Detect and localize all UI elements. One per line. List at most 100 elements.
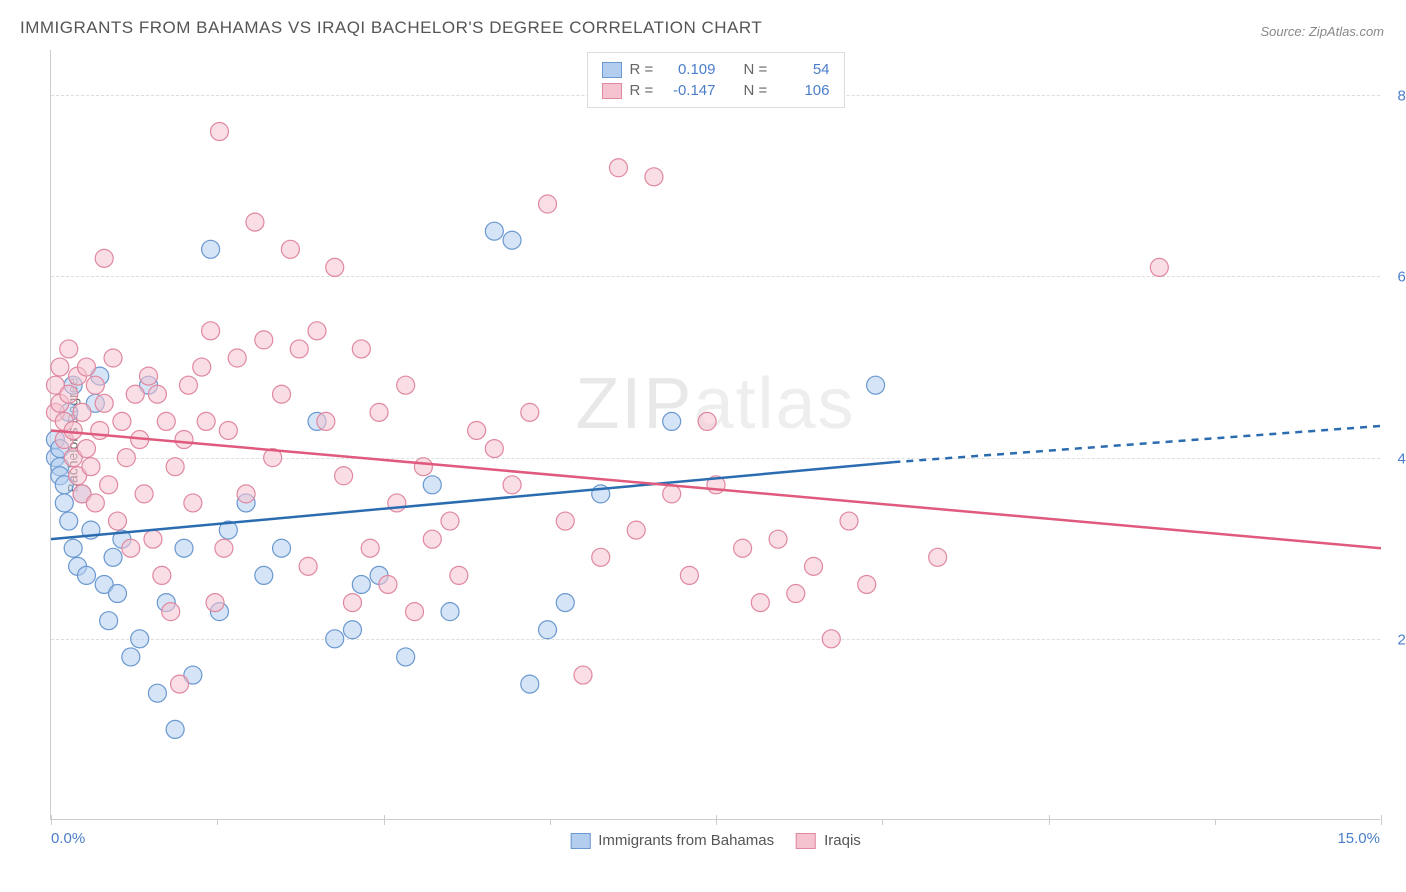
data-point bbox=[423, 476, 441, 494]
x-tick-max: 15.0% bbox=[1337, 830, 1380, 847]
data-point bbox=[206, 594, 224, 612]
data-point bbox=[441, 603, 459, 621]
data-point bbox=[698, 412, 716, 430]
chart-title: IMMIGRANTS FROM BAHAMAS VS IRAQI BACHELO… bbox=[20, 18, 762, 38]
data-point bbox=[122, 539, 140, 557]
x-tick-mark bbox=[1215, 819, 1216, 825]
data-point bbox=[60, 512, 78, 530]
legend-item-iraqis: Iraqis bbox=[796, 832, 861, 849]
data-point bbox=[237, 485, 255, 503]
data-point bbox=[148, 684, 166, 702]
data-point bbox=[100, 612, 118, 630]
data-point bbox=[126, 385, 144, 403]
data-point bbox=[734, 539, 752, 557]
data-point bbox=[197, 412, 215, 430]
legend-swatch-bahamas bbox=[602, 62, 622, 78]
data-point bbox=[157, 412, 175, 430]
legend-swatch-bahamas bbox=[570, 833, 590, 849]
data-point bbox=[1150, 258, 1168, 276]
legend-stats-row-bahamas: R = 0.109 N = 54 bbox=[602, 59, 830, 80]
data-point bbox=[352, 340, 370, 358]
x-tick-mark bbox=[1381, 815, 1382, 825]
x-tick-mark bbox=[882, 819, 883, 825]
x-tick-mark bbox=[217, 819, 218, 825]
data-point bbox=[352, 575, 370, 593]
y-tick-label: 60.0% bbox=[1397, 269, 1406, 286]
data-point bbox=[95, 249, 113, 267]
data-point bbox=[255, 566, 273, 584]
data-point bbox=[281, 240, 299, 258]
data-point bbox=[55, 494, 73, 512]
data-point bbox=[361, 539, 379, 557]
data-point bbox=[468, 421, 486, 439]
data-point bbox=[787, 585, 805, 603]
data-point bbox=[343, 621, 361, 639]
data-point bbox=[273, 539, 291, 557]
data-point bbox=[370, 403, 388, 421]
data-point bbox=[521, 403, 539, 421]
data-point bbox=[215, 539, 233, 557]
data-point bbox=[86, 376, 104, 394]
x-tick-mark bbox=[550, 819, 551, 825]
x-tick-min: 0.0% bbox=[51, 830, 85, 847]
data-point bbox=[663, 412, 681, 430]
data-point bbox=[228, 349, 246, 367]
data-point bbox=[539, 195, 557, 213]
data-point bbox=[574, 666, 592, 684]
data-point bbox=[663, 485, 681, 503]
data-point bbox=[343, 594, 361, 612]
legend-series: Immigrants from Bahamas Iraqis bbox=[570, 832, 861, 849]
legend-item-bahamas: Immigrants from Bahamas bbox=[570, 832, 774, 849]
data-point bbox=[153, 566, 171, 584]
data-point bbox=[140, 367, 158, 385]
data-point bbox=[60, 385, 78, 403]
data-point bbox=[556, 594, 574, 612]
data-point bbox=[867, 376, 885, 394]
data-point bbox=[317, 412, 335, 430]
r-label: R = bbox=[630, 82, 658, 99]
data-point bbox=[627, 521, 645, 539]
y-tick-label: 80.0% bbox=[1397, 88, 1406, 105]
data-point bbox=[51, 358, 69, 376]
data-point bbox=[122, 648, 140, 666]
data-point bbox=[397, 648, 415, 666]
data-point bbox=[441, 512, 459, 530]
data-point bbox=[91, 421, 109, 439]
data-point bbox=[113, 412, 131, 430]
data-point bbox=[109, 585, 127, 603]
data-point bbox=[397, 376, 415, 394]
data-point bbox=[299, 557, 317, 575]
source-credit: Source: ZipAtlas.com bbox=[1260, 24, 1384, 39]
data-point bbox=[219, 421, 237, 439]
data-point bbox=[273, 385, 291, 403]
data-point bbox=[210, 123, 228, 141]
r-value-iraqis: -0.147 bbox=[666, 82, 716, 99]
n-label: N = bbox=[744, 82, 772, 99]
data-point bbox=[117, 449, 135, 467]
data-point bbox=[556, 512, 574, 530]
data-point bbox=[95, 394, 113, 412]
data-point bbox=[73, 403, 91, 421]
legend-swatch-iraqis bbox=[602, 83, 622, 99]
data-point bbox=[246, 213, 264, 231]
data-point bbox=[109, 512, 127, 530]
data-point bbox=[485, 222, 503, 240]
data-point bbox=[166, 458, 184, 476]
data-point bbox=[100, 476, 118, 494]
n-value-bahamas: 54 bbox=[780, 61, 830, 78]
data-point bbox=[175, 431, 193, 449]
data-point bbox=[423, 530, 441, 548]
r-value-bahamas: 0.109 bbox=[666, 61, 716, 78]
data-point bbox=[503, 231, 521, 249]
data-point bbox=[609, 159, 627, 177]
data-point bbox=[202, 240, 220, 258]
data-point bbox=[175, 539, 193, 557]
data-point bbox=[202, 322, 220, 340]
y-tick-label: 20.0% bbox=[1397, 631, 1406, 648]
data-point bbox=[166, 720, 184, 738]
data-point bbox=[645, 168, 663, 186]
n-value-iraqis: 106 bbox=[780, 82, 830, 99]
data-point bbox=[255, 331, 273, 349]
data-point bbox=[290, 340, 308, 358]
data-point bbox=[144, 530, 162, 548]
